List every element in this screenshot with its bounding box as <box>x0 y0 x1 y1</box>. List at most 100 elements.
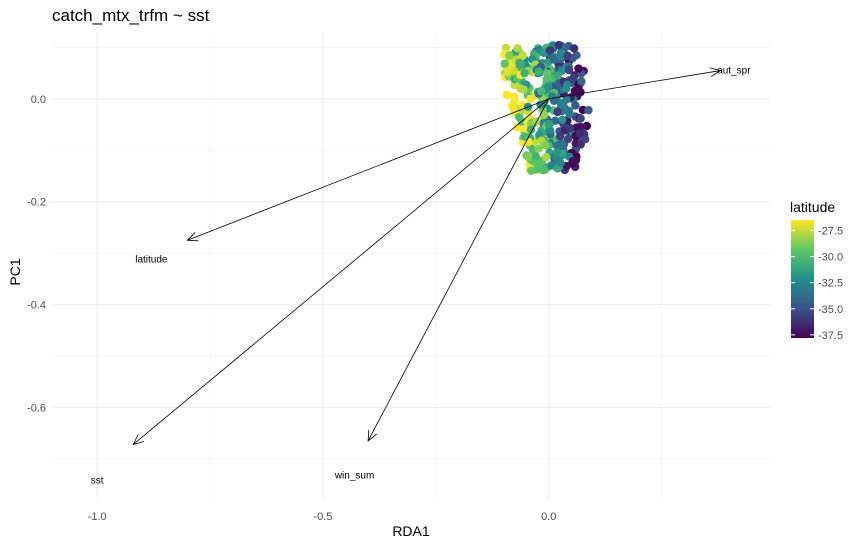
data-point <box>553 107 562 117</box>
data-point <box>541 152 551 162</box>
data-point <box>502 90 511 100</box>
arrow-label-sst: sst <box>91 475 104 486</box>
data-point <box>531 152 540 161</box>
data-point <box>523 152 533 162</box>
x-axis-ticks: -1.0 -0.5 0.0 <box>88 511 557 523</box>
data-point <box>519 85 528 94</box>
legend-tick-label: -27.5 <box>818 225 843 237</box>
data-point <box>505 51 514 60</box>
legend-tick-label: -35.0 <box>818 304 843 316</box>
data-point <box>552 148 562 157</box>
chart-title: catch_mtx_trfm ~ sst <box>52 6 210 25</box>
data-point <box>500 59 509 68</box>
data-point <box>554 40 563 50</box>
data-point <box>503 67 513 77</box>
color-legend: latitude -27.5 -30.0 -32.5 -35.0 -37.5 <box>790 199 843 342</box>
data-point <box>532 117 541 126</box>
data-point <box>544 82 553 91</box>
arrow-head <box>132 434 144 446</box>
x-tick-label: -1.0 <box>88 511 107 523</box>
data-point <box>545 126 554 135</box>
data-point <box>534 160 543 169</box>
x-tick-label: 0.0 <box>541 511 556 523</box>
y-axis-title: PC1 <box>7 258 23 285</box>
y-tick-label: -0.6 <box>27 402 46 414</box>
data-point <box>534 67 544 76</box>
legend-tick-label: -30.0 <box>818 252 843 264</box>
legend-colorbar <box>791 220 814 338</box>
data-point <box>544 119 554 129</box>
arrow-aut-spr <box>548 70 721 100</box>
y-axis-ticks: 0.0 -0.2 -0.4 -0.6 <box>27 94 46 415</box>
data-point <box>520 68 529 78</box>
data-point <box>520 132 529 141</box>
data-point <box>515 58 524 68</box>
data-point <box>549 54 558 63</box>
legend-tick-label: -32.5 <box>818 278 843 290</box>
data-point <box>582 121 591 131</box>
x-axis-title: RDA1 <box>392 523 430 539</box>
data-point <box>563 106 572 115</box>
data-point <box>584 106 593 115</box>
data-point <box>577 77 586 86</box>
data-point <box>571 101 580 110</box>
arrow-head <box>709 67 722 77</box>
data-point <box>563 51 572 60</box>
y-tick-label: 0.0 <box>31 94 46 106</box>
data-point <box>542 74 552 84</box>
data-point <box>501 43 511 53</box>
data-point <box>555 132 565 141</box>
legend-tick-label: -37.5 <box>818 330 843 342</box>
data-point <box>555 52 565 61</box>
plot-grid <box>52 32 770 500</box>
y-tick-label: -0.2 <box>27 197 46 209</box>
legend-ticks: -27.5 -30.0 -32.5 -35.0 -37.5 <box>791 225 843 342</box>
data-point <box>554 140 563 150</box>
data-point <box>539 110 549 120</box>
data-point <box>563 134 573 144</box>
data-point <box>527 166 536 175</box>
data-point <box>576 140 585 149</box>
biplot-arrows: aut_spr latitude sst win_sum <box>91 66 751 487</box>
arrow-sst <box>133 98 549 445</box>
data-point <box>526 94 535 104</box>
arrow-head <box>186 232 199 242</box>
data-point <box>515 112 524 122</box>
legend-title: latitude <box>790 199 835 215</box>
data-point <box>570 157 580 166</box>
x-tick-label: -0.5 <box>313 511 332 523</box>
data-point <box>513 123 522 132</box>
data-point <box>510 67 519 76</box>
data-point <box>540 165 549 174</box>
arrow-label-win-sum: win_sum <box>334 470 374 481</box>
data-point <box>558 115 567 125</box>
arrow-latitude <box>187 98 549 241</box>
data-point <box>553 71 562 80</box>
data-point <box>545 46 555 55</box>
data-point <box>508 101 517 110</box>
data-point <box>564 65 574 75</box>
data-point <box>570 86 579 96</box>
arrow-win-sum <box>367 98 550 442</box>
data-point <box>537 86 546 96</box>
data-point <box>541 141 550 150</box>
data-point <box>575 129 584 138</box>
arrow-label-aut-spr: aut_spr <box>717 66 751 77</box>
arrow-label-latitude: latitude <box>135 254 168 265</box>
data-point <box>547 161 556 170</box>
data-point <box>569 44 579 53</box>
arrow-head <box>367 429 378 442</box>
data-point <box>556 159 565 168</box>
data-point <box>576 114 585 123</box>
y-tick-label: -0.4 <box>27 300 46 312</box>
data-point <box>551 116 560 125</box>
data-point <box>534 144 543 153</box>
data-point <box>518 51 528 60</box>
data-point <box>569 73 578 83</box>
data-point <box>574 64 583 73</box>
data-point <box>565 123 575 133</box>
data-point <box>559 100 568 110</box>
data-point <box>513 44 522 53</box>
data-point <box>562 84 571 93</box>
